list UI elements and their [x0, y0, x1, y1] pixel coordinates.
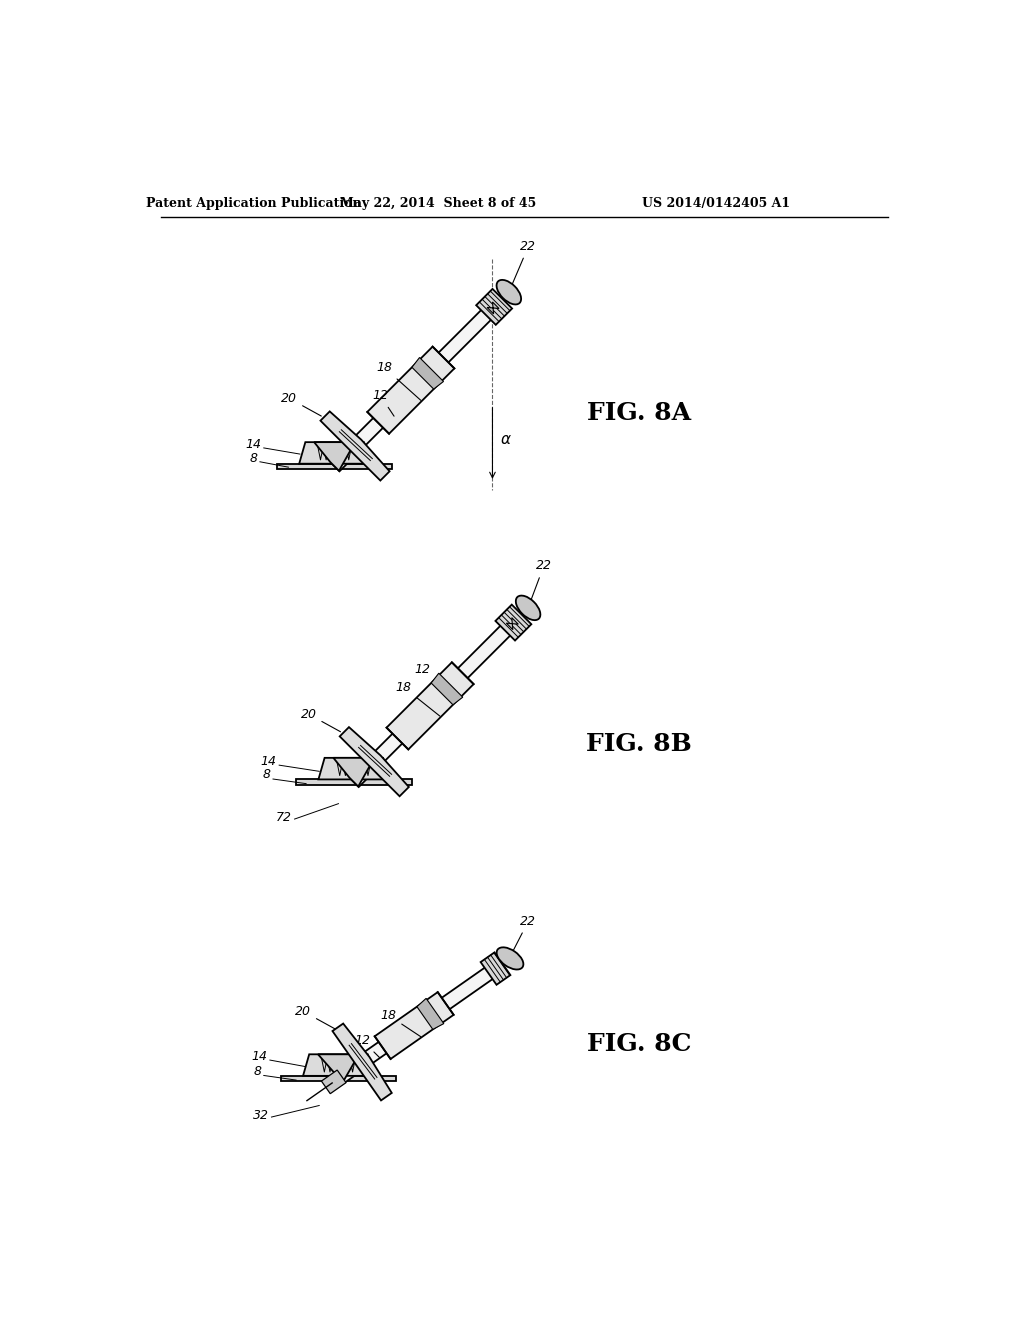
- Polygon shape: [281, 1076, 396, 1081]
- Text: FIG. 8C: FIG. 8C: [587, 1032, 691, 1056]
- Text: 20: 20: [295, 1005, 335, 1030]
- Text: Patent Application Publication: Patent Application Publication: [146, 197, 361, 210]
- Text: May 22, 2014  Sheet 8 of 45: May 22, 2014 Sheet 8 of 45: [340, 197, 537, 210]
- Text: 22: 22: [529, 560, 552, 606]
- Text: FIG. 8A: FIG. 8A: [587, 400, 691, 425]
- Text: 8: 8: [254, 1065, 261, 1077]
- Text: 18: 18: [377, 362, 421, 400]
- Ellipse shape: [516, 595, 541, 620]
- Polygon shape: [330, 309, 492, 471]
- Polygon shape: [321, 412, 389, 480]
- Polygon shape: [318, 1055, 359, 1084]
- Polygon shape: [412, 358, 443, 389]
- Text: 14: 14: [252, 1051, 267, 1063]
- Text: α: α: [500, 432, 510, 447]
- Polygon shape: [340, 727, 409, 796]
- Polygon shape: [334, 758, 375, 787]
- Polygon shape: [299, 442, 370, 463]
- Polygon shape: [349, 624, 511, 787]
- Text: 14: 14: [261, 755, 276, 768]
- Text: 32: 32: [253, 1109, 269, 1122]
- Text: 12: 12: [354, 1034, 380, 1057]
- Text: US 2014/0142405 A1: US 2014/0142405 A1: [642, 197, 790, 210]
- Polygon shape: [417, 998, 443, 1030]
- Polygon shape: [276, 463, 392, 469]
- Polygon shape: [375, 993, 454, 1059]
- Text: 22: 22: [510, 240, 537, 289]
- Polygon shape: [333, 1023, 392, 1101]
- Polygon shape: [296, 779, 412, 785]
- Text: 22: 22: [510, 915, 537, 957]
- Text: FIG. 8B: FIG. 8B: [586, 731, 691, 755]
- Text: 14: 14: [246, 438, 261, 451]
- Text: 18: 18: [396, 681, 440, 717]
- Polygon shape: [303, 1055, 374, 1076]
- Polygon shape: [506, 618, 518, 630]
- Text: 20: 20: [282, 392, 322, 416]
- Text: 8: 8: [263, 768, 270, 781]
- Text: 72: 72: [276, 810, 292, 824]
- Polygon shape: [368, 347, 455, 434]
- Polygon shape: [322, 1071, 346, 1094]
- Text: 12: 12: [373, 389, 394, 416]
- Polygon shape: [318, 758, 389, 779]
- Polygon shape: [335, 966, 494, 1084]
- Polygon shape: [480, 952, 510, 985]
- Polygon shape: [314, 442, 355, 471]
- Polygon shape: [496, 605, 531, 640]
- Text: 12: 12: [415, 663, 451, 694]
- Ellipse shape: [497, 948, 523, 969]
- Text: 18: 18: [381, 1008, 421, 1036]
- Text: 8: 8: [250, 451, 258, 465]
- Polygon shape: [386, 663, 474, 750]
- Polygon shape: [431, 673, 463, 705]
- Ellipse shape: [497, 280, 521, 305]
- Text: 20: 20: [301, 708, 341, 731]
- Polygon shape: [476, 289, 512, 325]
- Polygon shape: [487, 302, 499, 314]
